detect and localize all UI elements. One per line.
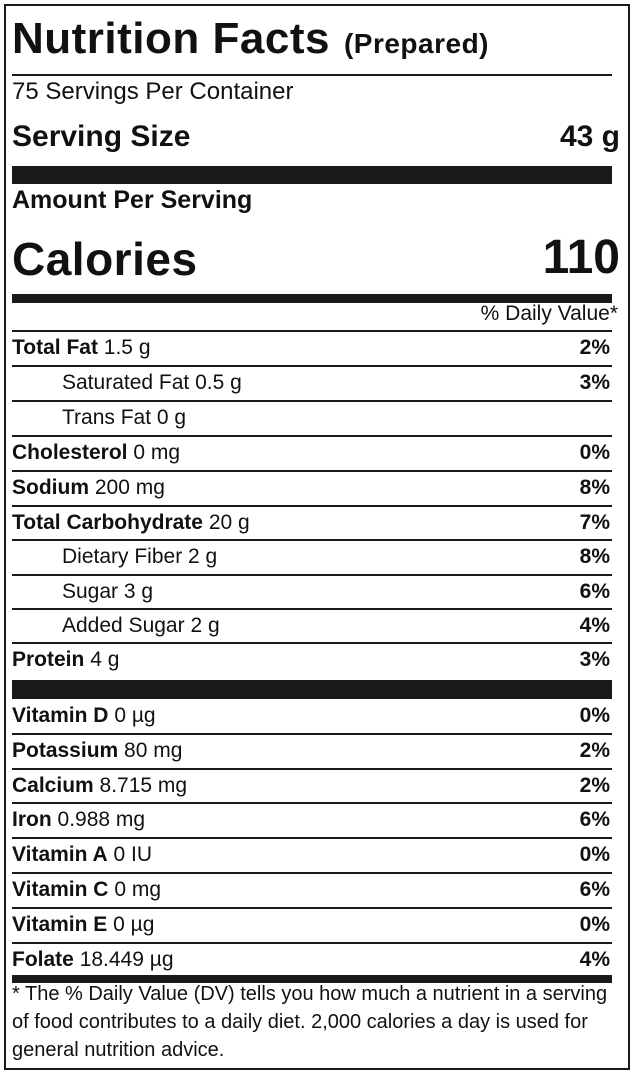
daily-value-footnote: * The % Daily Value (DV) tells you how m…: [12, 983, 608, 1061]
nutrient-row-cholesterol: Cholesterol 0 mg 0%: [12, 436, 612, 470]
amount-per-serving: Amount Per Serving: [12, 186, 253, 214]
nutrient-row-dietary-fiber: Dietary Fiber 2 g 8%: [12, 540, 612, 574]
vitamin-name: Potassium 80 mg: [12, 739, 183, 762]
divider-medium: [12, 294, 612, 303]
nutrient-row-total-carbohydrate: Total Carbohydrate 20 g 7%: [12, 506, 612, 540]
nutrient-name: Added Sugar 2 g: [62, 614, 220, 637]
vitamin-name: Folate 18.449 µg: [12, 948, 174, 971]
serving-size-label: Serving Size: [12, 120, 191, 153]
nutrient-dv: 0%: [579, 441, 610, 464]
divider-thin: [12, 872, 612, 874]
nutrient-dv: 8%: [579, 545, 610, 568]
vitamin-row-vitamin-c: Vitamin C 0 mg 6%: [12, 873, 612, 907]
vitamin-dv: 2%: [579, 774, 610, 797]
nutrient-row-sodium: Sodium 200 mg 8%: [12, 471, 612, 505]
vitamin-name: Vitamin D 0 µg: [12, 704, 156, 727]
divider-thin: [12, 942, 612, 944]
nutrient-dv: 7%: [579, 511, 610, 534]
divider-thin: [12, 400, 612, 402]
nutrient-row-saturated-fat: Saturated Fat 0.5 g 3%: [12, 366, 612, 400]
vitamin-row-potassium: Potassium 80 mg 2%: [12, 734, 612, 768]
nutrient-name: Trans Fat 0 g: [62, 406, 187, 429]
vitamin-dv: 4%: [579, 948, 610, 971]
vitamin-dv: 2%: [579, 739, 610, 762]
vitamin-row-calcium: Calcium 8.715 mg 2%: [12, 769, 612, 803]
vitamin-name: Vitamin A 0 IU: [12, 843, 153, 866]
vitamin-dv: 0%: [579, 704, 610, 727]
divider-thin: [12, 470, 612, 472]
divider-thin: [12, 74, 612, 76]
divider-medium: [12, 975, 612, 983]
nutrient-dv: 4%: [579, 614, 610, 637]
nutrient-name: Sugar 3 g: [62, 580, 154, 603]
vitamin-name: Calcium 8.715 mg: [12, 774, 188, 797]
divider-thin: [12, 505, 612, 507]
divider-thin: [12, 539, 612, 541]
nutrient-row-total-fat: Total Fat 1.5 g 2%: [12, 331, 612, 365]
vitamin-dv: 0%: [579, 913, 610, 936]
label-title: Nutrition Facts (Prepared): [12, 14, 489, 63]
divider-thin: [12, 768, 612, 770]
vitamin-row-vitamin-a: Vitamin A 0 IU 0%: [12, 838, 612, 872]
divider-thin: [12, 608, 612, 610]
nutrient-dv: 3%: [579, 371, 610, 394]
nutrient-name: Total Carbohydrate 20 g: [12, 511, 250, 534]
nutrient-dv: 3%: [579, 648, 610, 671]
nutrient-row-added-sugar: Added Sugar 2 g 4%: [12, 609, 612, 643]
divider-thin: [12, 907, 612, 909]
divider-thick: [12, 166, 612, 184]
nutrient-row-trans-fat: Trans Fat 0 g: [12, 401, 612, 435]
nutrient-name: Cholesterol 0 mg: [12, 441, 181, 464]
divider-thin: [12, 365, 612, 367]
vitamin-name: Vitamin E 0 µg: [12, 913, 155, 936]
divider-thick: [12, 680, 612, 699]
nutrient-name: Dietary Fiber 2 g: [62, 545, 218, 568]
vitamin-dv: 0%: [579, 843, 610, 866]
nutrient-row-sugar: Sugar 3 g 6%: [12, 575, 612, 609]
nutrient-name: Total Fat 1.5 g: [12, 336, 151, 359]
nutrient-dv: 2%: [579, 336, 610, 359]
divider-thin: [12, 435, 612, 437]
divider-thin: [12, 802, 612, 804]
vitamin-dv: 6%: [579, 878, 610, 901]
nutrient-dv: 8%: [579, 476, 610, 499]
vitamin-dv: 6%: [579, 808, 610, 831]
vitamin-name: Iron 0.988 mg: [12, 808, 146, 831]
daily-value-header: % Daily Value*: [480, 302, 618, 325]
nutrient-row-protein: Protein 4 g 3%: [12, 643, 612, 677]
divider-thin: [12, 733, 612, 735]
nutrient-name: Protein 4 g: [12, 648, 120, 671]
servings-per-container: 75 Servings Per Container: [12, 78, 294, 105]
divider-thin: [12, 574, 612, 576]
vitamin-name: Vitamin C 0 mg: [12, 878, 161, 901]
nutrient-name: Saturated Fat 0.5 g: [62, 371, 242, 394]
calories-value: 110: [542, 231, 620, 284]
vitamin-row-vitamin-e: Vitamin E 0 µg 0%: [12, 908, 612, 942]
label-subtitle: (Prepared): [343, 28, 489, 59]
divider-thin: [12, 330, 612, 332]
vitamin-row-iron: Iron 0.988 mg 6%: [12, 803, 612, 837]
vitamin-row-folate: Folate 18.449 µg 4%: [12, 943, 612, 977]
serving-size-value: 43 g: [559, 120, 620, 153]
vitamin-row-vitamin-d: Vitamin D 0 µg 0%: [12, 699, 612, 733]
calories-label: Calories: [12, 233, 198, 285]
nutrient-name: Sodium 200 mg: [12, 476, 165, 499]
divider-thin: [12, 642, 612, 644]
divider-thin: [12, 837, 612, 839]
nutrient-dv: 6%: [579, 580, 610, 603]
